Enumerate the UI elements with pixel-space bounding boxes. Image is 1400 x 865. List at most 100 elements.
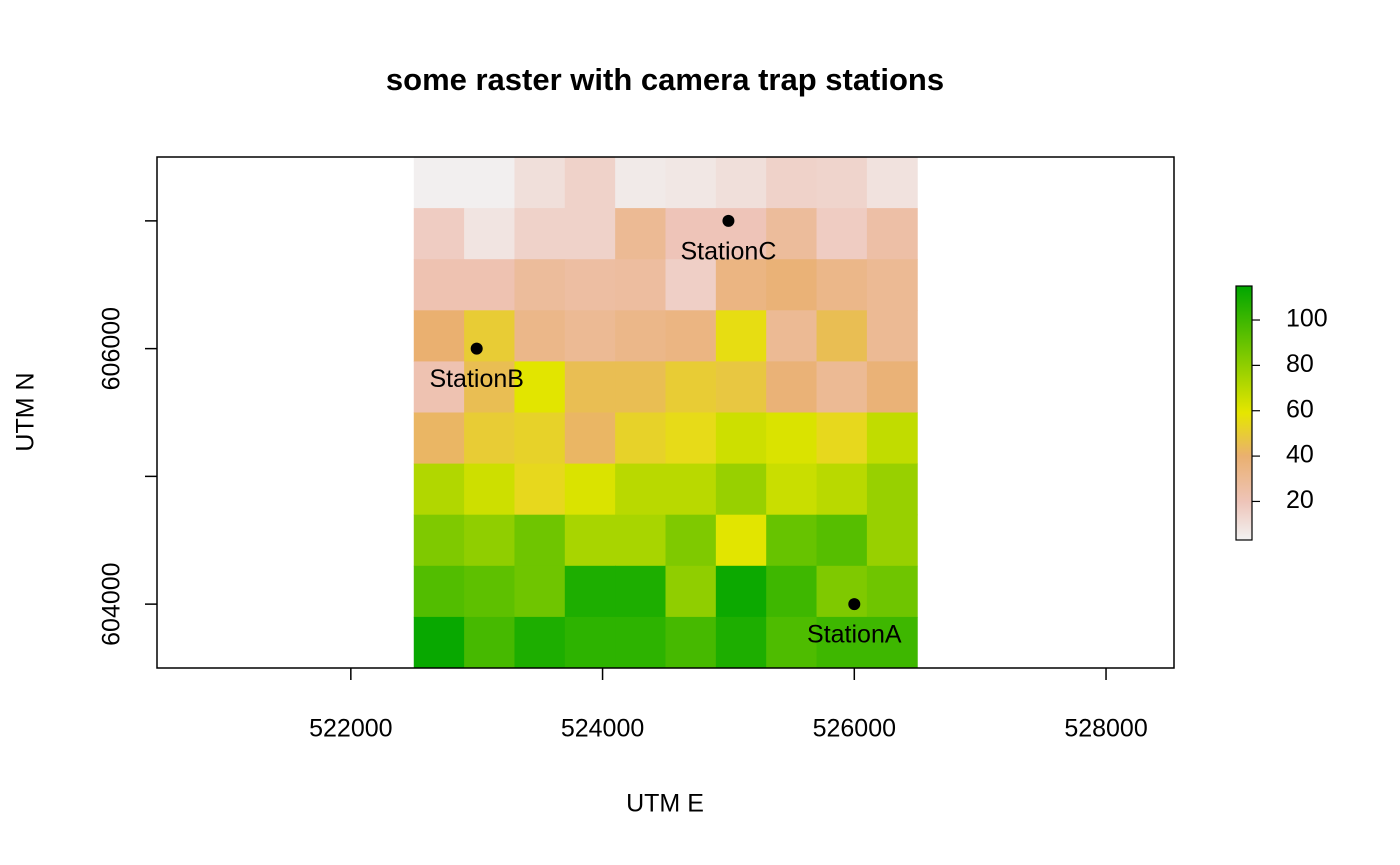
- raster-cell: [413, 361, 465, 413]
- raster-cell: [766, 361, 818, 413]
- raster-cell: [413, 463, 465, 516]
- raster-cell: [413, 514, 465, 567]
- raster-cell: [816, 157, 868, 209]
- raster-cell: [766, 259, 818, 311]
- raster-cell: [564, 259, 616, 311]
- raster-cell: [665, 565, 717, 618]
- raster-cell: [514, 412, 566, 465]
- raster-cell: [866, 157, 918, 209]
- y-tick-label: 606000: [98, 307, 126, 390]
- raster-cell: [464, 208, 515, 260]
- raster-cell: [766, 565, 818, 618]
- raster-cell: [564, 514, 616, 567]
- raster-cell: [514, 259, 566, 311]
- raster-cell: [866, 463, 918, 516]
- raster-cell: [615, 616, 666, 669]
- colorbar: [1235, 285, 1253, 541]
- raster-cell: [866, 514, 918, 567]
- raster-cell: [464, 514, 515, 567]
- x-tick-label: 528000: [1064, 715, 1147, 743]
- raster-cell: [766, 616, 818, 669]
- x-tick-label: 526000: [813, 715, 896, 743]
- x-tick-label: 524000: [561, 715, 644, 743]
- colorbar-tick-label: 60: [1286, 395, 1314, 423]
- raster-cell: [514, 565, 566, 618]
- raster-cell: [615, 259, 666, 311]
- raster-cell: [464, 463, 515, 516]
- raster-cell: [715, 463, 767, 516]
- y-axis-label: UTM N: [12, 372, 40, 451]
- raster-cell: [665, 208, 717, 260]
- raster-cell: [615, 157, 666, 209]
- raster-cell: [816, 208, 868, 260]
- raster-cell: [665, 157, 717, 209]
- raster-cell: [615, 463, 666, 516]
- raster-cell: [766, 310, 818, 362]
- raster-cell: [615, 412, 666, 465]
- raster-cell: [715, 157, 767, 209]
- raster-cell: [464, 412, 515, 465]
- raster-cell: [665, 412, 717, 465]
- raster-cell: [564, 157, 616, 209]
- raster-cell: [715, 514, 767, 567]
- raster-cell: [816, 259, 868, 311]
- raster-cell: [464, 310, 515, 362]
- raster-cell: [514, 463, 566, 516]
- raster-cell: [564, 565, 616, 618]
- raster-cell: [514, 208, 566, 260]
- raster-cell: [866, 412, 918, 465]
- raster-cell: [564, 361, 616, 413]
- raster-cell: [816, 412, 868, 465]
- raster-cell: [715, 310, 767, 362]
- raster-cell: [715, 259, 767, 311]
- raster-cell: [715, 616, 767, 669]
- station-label: StationC: [680, 237, 776, 265]
- raster-cell: [464, 259, 515, 311]
- raster-cell: [766, 157, 818, 209]
- raster-cell: [665, 616, 717, 669]
- raster-cell: [464, 157, 515, 209]
- colorbar-tick-label: 40: [1286, 441, 1314, 469]
- raster-cell: [665, 361, 717, 413]
- raster-cell: [816, 514, 868, 567]
- raster-cell: [665, 514, 717, 567]
- station-label: StationB: [429, 365, 524, 393]
- raster-cell: [464, 361, 515, 413]
- raster-cell: [564, 616, 616, 669]
- raster-cell: [665, 463, 717, 516]
- raster-cell: [514, 157, 566, 209]
- raster-cell: [816, 616, 868, 669]
- raster-cell: [615, 361, 666, 413]
- raster-cell: [413, 259, 465, 311]
- raster-cell: [766, 412, 818, 465]
- raster-cell: [615, 310, 666, 362]
- colorbar-tick-label: 100: [1286, 305, 1328, 333]
- raster-cell: [816, 310, 868, 362]
- raster-cell: [715, 412, 767, 465]
- raster-cell: [766, 463, 818, 516]
- raster-cell: [615, 565, 666, 618]
- raster-cell: [866, 565, 918, 618]
- raster-cell: [665, 259, 717, 311]
- x-axis-label: UTM E: [626, 790, 704, 818]
- raster-cell: [866, 208, 918, 260]
- plot-frame: [156, 156, 1175, 669]
- raster-cell: [665, 310, 717, 362]
- colorbar-tick-label: 20: [1286, 486, 1314, 514]
- raster-cell: [766, 208, 818, 260]
- raster-cell: [413, 208, 465, 260]
- raster-cell: [564, 310, 616, 362]
- station-label: StationA: [807, 621, 902, 649]
- raster-cell: [413, 412, 465, 465]
- raster-cell: [564, 463, 616, 516]
- raster-cell: [514, 310, 566, 362]
- raster-cell: [866, 310, 918, 362]
- chart-title: some raster with camera trap stations: [386, 62, 944, 97]
- raster-cell: [413, 565, 465, 618]
- raster-cell: [514, 616, 566, 669]
- raster-cell: [816, 565, 868, 618]
- station-point: [470, 342, 483, 355]
- raster-cell: [866, 616, 918, 669]
- raster-cell: [464, 565, 515, 618]
